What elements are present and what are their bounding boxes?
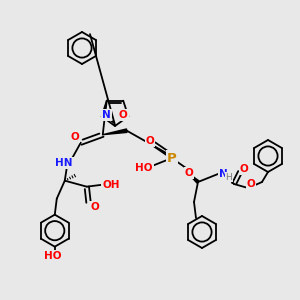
Text: HO: HO xyxy=(44,251,61,261)
Text: O: O xyxy=(240,164,248,174)
Text: H: H xyxy=(226,172,232,182)
Text: N: N xyxy=(219,169,227,179)
Text: HO: HO xyxy=(135,163,153,173)
Text: O: O xyxy=(119,110,128,120)
Text: HN: HN xyxy=(55,158,73,168)
Text: O: O xyxy=(247,179,255,189)
Text: O: O xyxy=(70,132,79,142)
Text: O: O xyxy=(90,202,99,212)
Text: N: N xyxy=(102,110,111,120)
Text: O: O xyxy=(146,136,154,146)
Text: P: P xyxy=(167,152,177,164)
Text: OH: OH xyxy=(102,180,119,190)
Polygon shape xyxy=(188,173,199,183)
Text: O: O xyxy=(184,168,194,178)
Polygon shape xyxy=(103,129,127,135)
